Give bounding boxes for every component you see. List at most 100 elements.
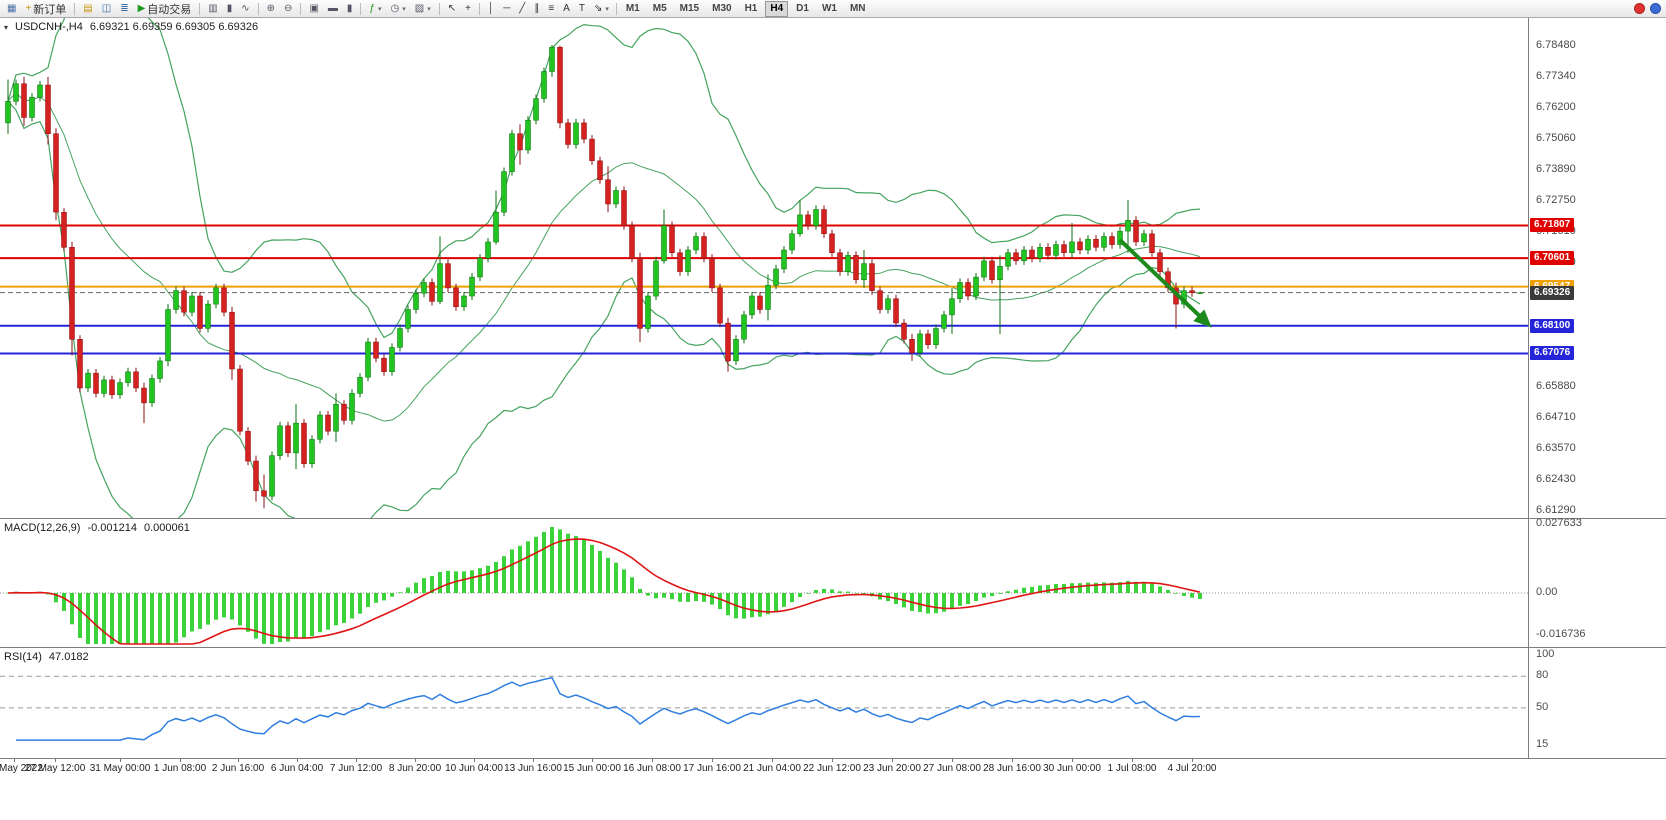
macd-label: MACD(12,26,9) xyxy=(4,522,81,534)
time-axis-tick xyxy=(1012,759,1013,762)
candlestick-chart-icon[interactable]: ▮ xyxy=(223,0,237,17)
vertical-line-icon: │ xyxy=(487,2,495,14)
time-axis-tick xyxy=(1072,759,1073,762)
periods-button[interactable]: ◷ ▾ xyxy=(386,0,409,17)
templates-button[interactable]: ▧ ▾ xyxy=(411,0,435,17)
market-watch-icon[interactable]: ◫ xyxy=(98,0,115,17)
horizontal-line-icon[interactable]: ─ xyxy=(499,0,514,17)
time-axis-label: 7 Jun 12:00 xyxy=(329,763,383,774)
text-icon[interactable]: A xyxy=(559,0,574,17)
time-axis-tick xyxy=(652,759,653,762)
macd-main-value: -0.001214 xyxy=(87,522,137,534)
tile-horizontal-icon[interactable]: ▬ xyxy=(324,0,342,17)
time-axis-label: 26 May 2022 xyxy=(0,763,43,774)
timeframe-d1[interactable]: D1 xyxy=(796,2,809,14)
time-axis-label: 8 Jun 20:00 xyxy=(388,763,442,774)
rsi-axis-label: 100 xyxy=(1536,648,1555,660)
rsi-axis-label: 15 xyxy=(1536,738,1549,750)
time-axis-label: 1 Jun 08:00 xyxy=(153,763,207,774)
time-axis-label: 30 Jun 00:00 xyxy=(1043,763,1101,774)
price-axis-label: 6.64710 xyxy=(1536,411,1576,423)
blue-status-dot[interactable] xyxy=(1650,3,1661,14)
charts-icon[interactable]: ▤ xyxy=(79,0,96,17)
terminal-window-icon[interactable]: ▦ xyxy=(3,0,20,17)
bar-chart-icon[interactable]: ▥ xyxy=(204,0,221,17)
red-status-dot[interactable] xyxy=(1634,3,1645,14)
toolbar-separator xyxy=(615,2,617,15)
timeframe-mn[interactable]: MN xyxy=(849,2,866,14)
timeframe-m30[interactable]: M30 xyxy=(712,2,732,14)
tile-windows-icon[interactable]: ▣ xyxy=(305,0,322,17)
arrows-button[interactable]: ⇘ ▾ xyxy=(590,0,613,17)
time-axis-label: 22 Jun 12:00 xyxy=(803,763,861,774)
template-icon: ▧ xyxy=(414,2,425,14)
price-axis-label: 6.63570 xyxy=(1536,442,1576,454)
time-axis-tick xyxy=(832,759,833,762)
rsi-panel[interactable]: RSI(14) 47.0182 xyxy=(0,647,1666,758)
time-axis-label: 15 Jun 00:00 xyxy=(563,763,621,774)
dropdown-arrow-icon: ▾ xyxy=(377,5,382,13)
crosshair-icon: + xyxy=(465,2,471,14)
timeframe-h1[interactable]: H1 xyxy=(744,2,758,14)
chart-symbol-period: USDCNH-,H4 xyxy=(15,21,83,33)
rsi-label-row: RSI(14) 47.0182 xyxy=(4,651,89,663)
clock-icon: ◷ xyxy=(390,2,400,14)
cursor-icon: ↖ xyxy=(447,2,457,14)
channel-icon[interactable]: ∥ xyxy=(530,0,543,17)
timeframe-m5[interactable]: M5 xyxy=(652,2,667,14)
tile-horizontal-icon: ▬ xyxy=(327,2,338,14)
trendline-icon[interactable]: ╱ xyxy=(515,0,529,17)
autotrading-play-icon: ▶ xyxy=(137,2,146,14)
time-axis-tick xyxy=(592,759,593,762)
time-axis-label: 28 Jun 16:00 xyxy=(983,763,1041,774)
line-chart-icon[interactable]: ∿ xyxy=(237,0,253,17)
tile-vertical-icon[interactable]: ▮ xyxy=(343,0,357,17)
time-axis-label: 6 Jun 04:00 xyxy=(270,763,324,774)
trendline-icon: ╱ xyxy=(519,2,526,14)
time-axis-tick xyxy=(474,759,475,762)
timeframe-h4[interactable]: H4 xyxy=(765,0,789,17)
horizontal-line-icon: ─ xyxy=(503,2,511,14)
indicators-icon: ƒ xyxy=(369,2,375,14)
dropdown-arrow-icon: ▾ xyxy=(605,5,609,13)
price-level-tag: 6.70601 xyxy=(1530,251,1575,265)
fibonacci-icon[interactable]: ≡ xyxy=(544,0,558,17)
timeframe-w1[interactable]: W1 xyxy=(821,2,837,14)
line-chart-icon: ∿ xyxy=(241,2,250,14)
macd-axis-label: -0.016736 xyxy=(1536,628,1586,640)
time-axis-tick xyxy=(1132,759,1133,762)
main-chart-canvas[interactable] xyxy=(0,18,1528,518)
zoom-out-icon[interactable]: ⊖ xyxy=(280,0,296,17)
price-axis-label: 6.61290 xyxy=(1536,504,1576,516)
toolbar-separator xyxy=(438,2,440,15)
time-axis-tick xyxy=(952,759,953,762)
timeframe-m1[interactable]: M1 xyxy=(625,2,640,14)
time-axis-label: 17 Jun 16:00 xyxy=(683,763,741,774)
time-axis-label: 13 Jun 16:00 xyxy=(504,763,562,774)
time-axis-tick xyxy=(415,759,416,762)
rsi-canvas[interactable] xyxy=(0,648,1528,758)
text-label-icon[interactable]: T xyxy=(575,0,589,17)
price-axis-label: 6.76200 xyxy=(1536,101,1576,113)
rsi-axis-label: 50 xyxy=(1536,701,1549,713)
time-axis-tick xyxy=(892,759,893,762)
timeframe-m15[interactable]: M15 xyxy=(679,2,700,14)
navigator-icon[interactable]: ≣ xyxy=(116,0,132,17)
macd-canvas[interactable] xyxy=(0,519,1528,647)
time-axis-label: 2 Jun 16:00 xyxy=(211,763,265,774)
time-axis-tick xyxy=(356,759,357,762)
time-axis-tick xyxy=(55,759,56,762)
vertical-line-icon[interactable]: │ xyxy=(484,0,498,17)
autotrading-button[interactable]: ▶ 自动交易 xyxy=(134,0,196,17)
zoom-in-icon[interactable]: ⊕ xyxy=(263,0,279,17)
symbol-dropdown-icon[interactable]: ▾ xyxy=(4,22,9,32)
main-chart-panel[interactable]: ▾ USDCNH-,H4 6.69321 6.69359 6.69305 6.6… xyxy=(0,18,1666,518)
new-order-button[interactable]: + 新订单 xyxy=(21,0,70,17)
macd-panel[interactable]: MACD(12,26,9) -0.001214 0.000061 xyxy=(0,518,1666,647)
cursor-icon[interactable]: ↖ xyxy=(444,0,460,17)
time-axis-label: 27 Jun 08:00 xyxy=(923,763,981,774)
crosshair-icon[interactable]: + xyxy=(461,0,475,17)
indicators-button[interactable]: ƒ ▾ xyxy=(365,0,385,17)
price-scale-column[interactable]: 6.78480 6.77340 6.76200 6.75060 6.73890 6.727… xyxy=(1528,18,1666,758)
